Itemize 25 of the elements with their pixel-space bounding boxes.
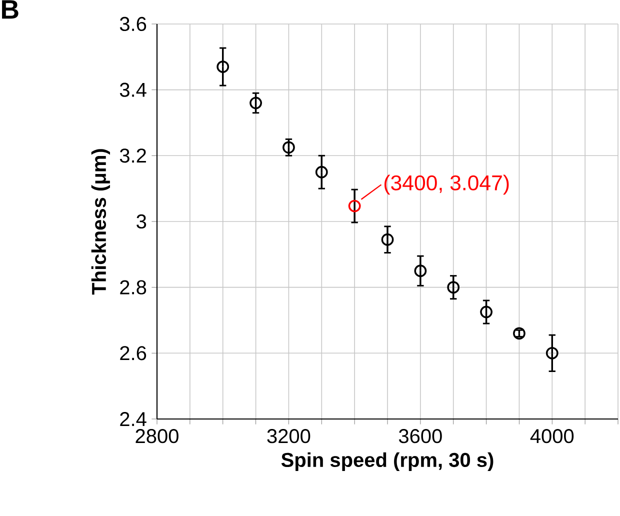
x-tick-label: 3600 bbox=[398, 429, 442, 444]
y-tick-label: 2.6 bbox=[120, 346, 146, 360]
point bbox=[348, 200, 361, 212]
point bbox=[250, 96, 262, 110]
point bbox=[315, 166, 328, 178]
annotation: (3400, 3.047) bbox=[384, 174, 509, 195]
point bbox=[216, 60, 230, 73]
y-tick-label: 3.6 bbox=[120, 16, 146, 32]
text: B bbox=[2, 0, 18, 19]
x-tick-label: 2800 bbox=[136, 429, 178, 444]
point bbox=[381, 233, 394, 246]
x-tick-label: 3200 bbox=[267, 429, 310, 444]
point bbox=[546, 346, 558, 360]
y-tick-label: 2.4 bbox=[120, 412, 146, 426]
point bbox=[480, 306, 492, 318]
y-tick-label: 3.4 bbox=[120, 82, 146, 97]
y-tick-label: 2.8 bbox=[120, 280, 146, 294]
x-tick-label: 4000 bbox=[530, 429, 574, 444]
y-tick-label: 3 bbox=[136, 214, 146, 229]
y-axis-title: Thickness (μm) bbox=[91, 149, 110, 295]
point bbox=[282, 141, 295, 154]
x-axis-title: Spin speed (rpm, 30 s) bbox=[281, 452, 494, 471]
point bbox=[414, 264, 427, 278]
y-tick-label: 3.2 bbox=[120, 148, 146, 163]
point bbox=[447, 281, 460, 294]
